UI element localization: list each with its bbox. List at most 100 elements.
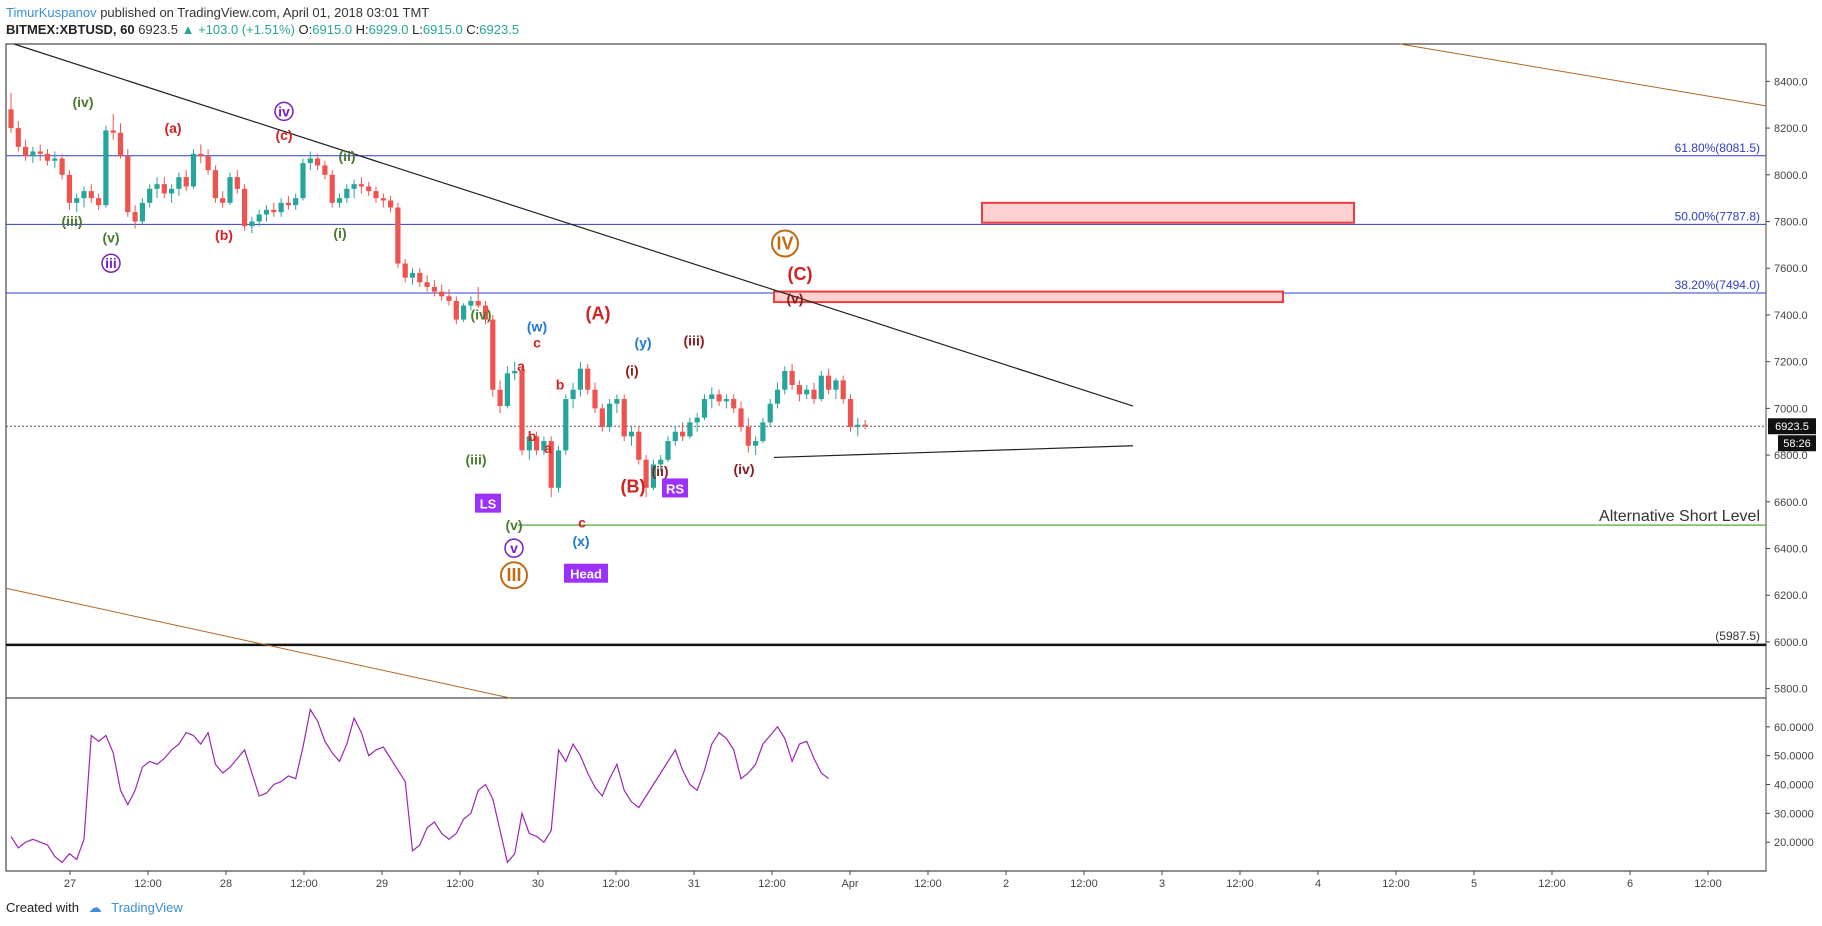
time-tick-label: 12:00 (1070, 878, 1098, 890)
rsi-tick-label: 50.0000 (1774, 751, 1814, 763)
candle-body (227, 177, 233, 203)
candle-body (818, 375, 824, 400)
wave-label: (iv) (471, 307, 492, 323)
candle-body (512, 371, 518, 374)
price-tick-label: 7200.0 (1774, 357, 1808, 369)
price-tick-label: 7600.0 (1774, 263, 1808, 275)
low-value: 6915.0 (422, 22, 463, 37)
countdown-tag (1778, 435, 1816, 452)
time-tick-label: 28 (220, 878, 232, 890)
time-tick-label: 12:00 (1226, 878, 1254, 890)
candle-body (74, 198, 80, 203)
price-tick-label: 6200.0 (1774, 590, 1808, 602)
last-price: 6923.5 (138, 22, 178, 37)
candle-body (88, 191, 94, 199)
wave-label: (C) (788, 264, 813, 284)
fib-level-label: 38.20%(7494.0) (1675, 278, 1760, 292)
candle-body (738, 408, 744, 428)
tradingview-logo-icon[interactable]: ☁ (88, 900, 102, 915)
current-price-tag (1768, 418, 1816, 435)
pattern-box (662, 478, 688, 498)
candle-body (672, 431, 678, 442)
tradingview-brand-link[interactable]: TradingView (111, 900, 183, 915)
candle-body (461, 305, 467, 320)
time-tick-label: 12:00 (758, 878, 786, 890)
time-tick-label: 12:00 (1538, 878, 1566, 890)
price-tags: 6923.5 58:26 (1768, 418, 1816, 452)
candle-body (8, 109, 14, 129)
candle-body (256, 214, 262, 222)
candle-body (650, 464, 656, 488)
wave-label: a (517, 358, 525, 374)
wave-label: (iii) (684, 332, 705, 348)
symbol-label[interactable]: BITMEX:XBTUSD, 60 (6, 22, 135, 37)
wave-circle (101, 253, 121, 273)
candle-body (709, 394, 715, 400)
wave-label: (v) (786, 290, 803, 306)
candle-body (402, 263, 408, 278)
close-label: C: (466, 22, 480, 37)
wave-label: (x) (572, 533, 589, 549)
time-tick-label: 6 (1627, 878, 1633, 890)
candle-body (643, 459, 649, 488)
candle-body (855, 424, 861, 428)
pattern-label: RS (666, 481, 684, 496)
pattern-box (564, 563, 608, 583)
candle-body (351, 184, 357, 189)
open-label: O: (298, 22, 313, 37)
trend-lines[interactable] (5, 43, 1767, 699)
time-tick-label: 29 (376, 878, 388, 890)
time-tick-label: 12:00 (602, 878, 630, 890)
candle-body (446, 296, 452, 301)
candle-body (534, 436, 540, 451)
candle-body (242, 188, 248, 227)
candle-body (753, 441, 759, 446)
candle-body (117, 132, 124, 157)
support-level-label: (5987.5) (1715, 629, 1760, 643)
candle-body (840, 380, 846, 400)
footer: Created with ☁ TradingView (6, 900, 183, 916)
candle-body (336, 198, 343, 203)
time-tick-label: 12:00 (1382, 878, 1410, 890)
candle-body (658, 459, 664, 465)
wave-label: (a) (164, 120, 181, 136)
resistance-zones[interactable] (773, 201, 1355, 304)
candle-body (205, 156, 211, 171)
candle-body (577, 368, 583, 390)
candle-body (694, 417, 700, 423)
candle-body (329, 174, 335, 203)
candle-body (125, 156, 131, 213)
candle-body (585, 368, 591, 390)
candle-body (833, 380, 839, 390)
wave-label: (ii) (651, 463, 668, 479)
candle-body (96, 198, 102, 206)
candle-body (380, 198, 386, 201)
candle-body (767, 403, 773, 423)
candle-body (687, 422, 693, 437)
candle-body (555, 450, 562, 488)
time-tick-label: 12:00 (134, 878, 162, 890)
candle-body (315, 158, 321, 166)
candle-body (548, 441, 554, 488)
rsi-tick-label: 60.0000 (1774, 722, 1814, 734)
candle-body (23, 146, 29, 157)
candle-body (826, 375, 832, 390)
wave-label: III (506, 565, 521, 585)
candle-body (220, 198, 226, 203)
time-tick-label: 5 (1471, 878, 1477, 890)
candle-body (300, 163, 306, 199)
rsi-tick-label: 40.0000 (1774, 780, 1814, 792)
rsi-line (10, 707, 829, 864)
price-tick-label: 7400.0 (1774, 310, 1808, 322)
wave-label: (iii) (62, 213, 83, 229)
time-tick-label: 12:00 (290, 878, 318, 890)
countdown-tag-text: 58:26 (1783, 438, 1811, 450)
wave-label: (iv) (73, 94, 94, 110)
author-link[interactable]: TimurKuspanov (6, 5, 97, 20)
candle-body (176, 177, 182, 189)
candle-body (592, 389, 598, 409)
high-value: 6929.0 (368, 22, 409, 37)
candle-body (811, 389, 817, 400)
candle-body (161, 184, 167, 194)
